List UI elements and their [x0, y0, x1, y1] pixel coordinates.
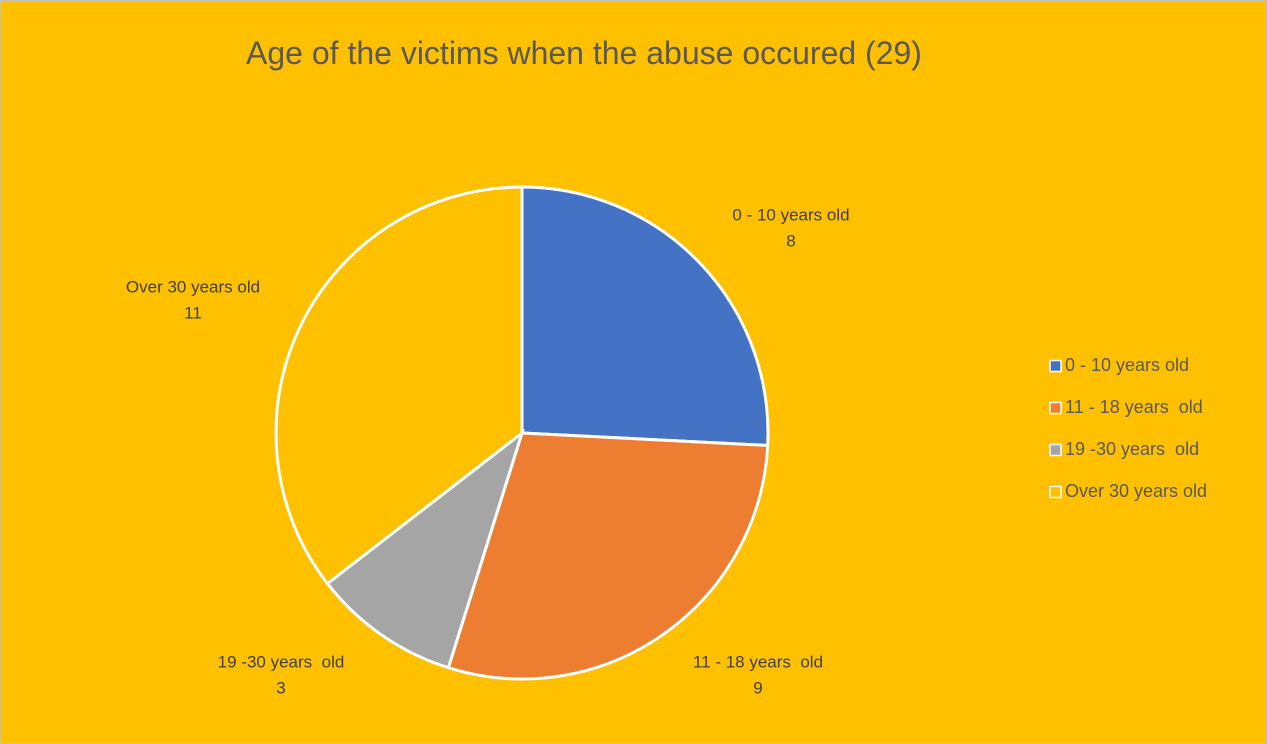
legend-label: 19 -30 years old: [1065, 439, 1199, 459]
pie-slice: [274, 185, 524, 586]
legend-label: 11 - 18 years old: [1065, 397, 1203, 417]
legend-swatch: [1049, 443, 1062, 457]
chart-title: Age of the victims when the abuse occure…: [246, 35, 922, 71]
data-label-value: 11: [184, 303, 202, 322]
data-label-name: Over 30 years old: [126, 277, 260, 296]
data-label-value: 8: [786, 231, 795, 250]
pie-slice: [446, 431, 770, 681]
data-label-value: 9: [753, 678, 762, 697]
pie-slice: [520, 185, 770, 448]
legend-swatch: [1049, 485, 1062, 499]
legend-label: Over 30 years old: [1065, 481, 1207, 501]
legend-swatch: [1049, 401, 1062, 415]
data-label-name: 19 -30 years old: [218, 652, 345, 671]
data-label-name: 0 - 10 years old: [732, 205, 849, 224]
data-label-name: 11 - 18 years old: [693, 652, 823, 671]
legend-swatch: [1049, 359, 1062, 373]
legend-label: 0 - 10 years old: [1065, 355, 1189, 375]
data-label-value: 3: [276, 678, 285, 697]
pie-slice: [325, 428, 525, 670]
